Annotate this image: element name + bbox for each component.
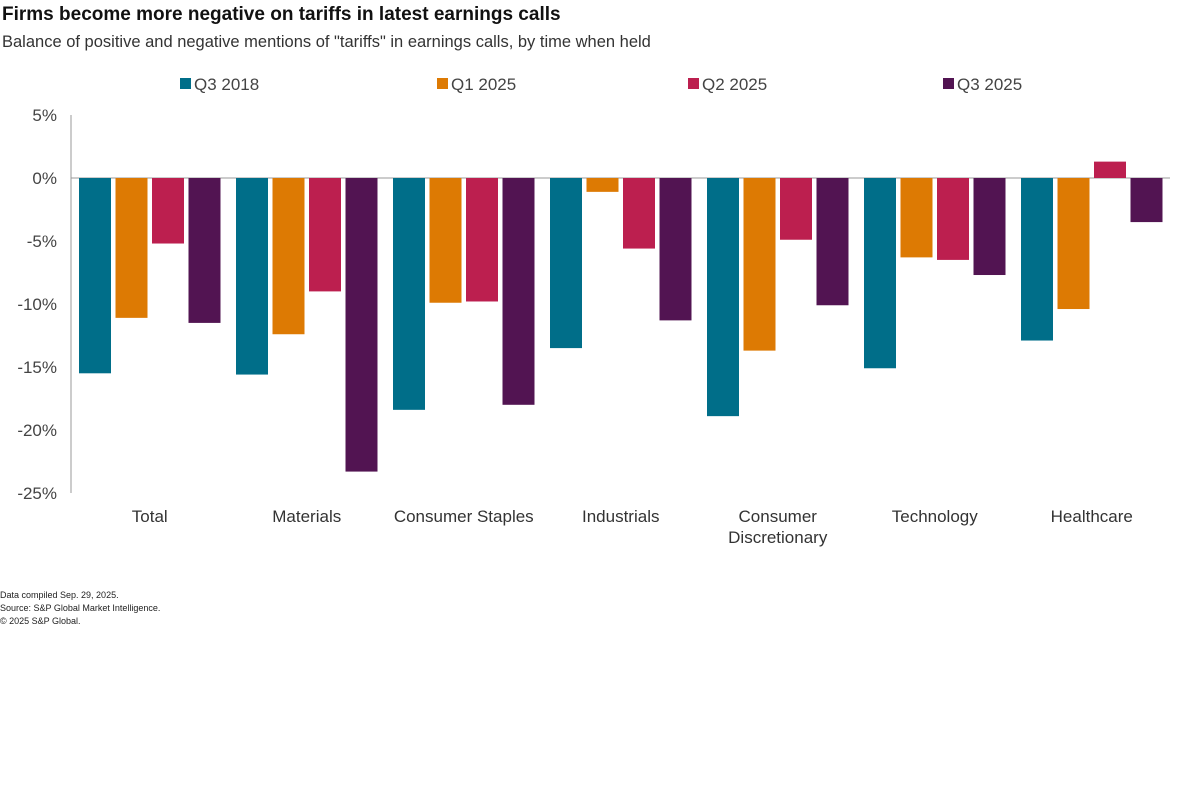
bar-q3-2018 (864, 178, 896, 369)
bar-q3-2025 (816, 178, 849, 306)
bar-q1-2025 (743, 178, 776, 351)
footnote-compiled: Data compiled Sep. 29, 2025. (0, 590, 119, 600)
x-tick-label: Consumer Discretionary (728, 507, 828, 547)
y-tick-label: -5% (27, 232, 57, 251)
x-tick-label: Industrials (582, 507, 659, 526)
legend-swatch (180, 78, 191, 89)
y-tick-label: 5% (32, 106, 57, 125)
legend-label: Q3 2018 (194, 75, 259, 94)
bar-q3-2025 (973, 178, 1006, 276)
legend-swatch (437, 78, 448, 89)
y-tick-label: -25% (17, 484, 57, 503)
bar-q3-2018 (1021, 178, 1053, 341)
bar-q3-2018 (707, 178, 739, 417)
y-tick-label: -15% (17, 358, 57, 377)
x-tick-label: Healthcare (1051, 507, 1133, 526)
footnote-source: Source: S&P Global Market Intelligence. (0, 603, 161, 613)
bar-q2-2025 (309, 178, 341, 292)
bar-q3-2025 (1130, 178, 1163, 223)
bar-q2-2025 (937, 178, 969, 260)
legend-label: Q2 2025 (702, 75, 767, 94)
bar-q3-2018 (550, 178, 582, 349)
bar-q3-2025 (502, 178, 535, 405)
bar-q2-2025 (466, 178, 498, 302)
bar-q2-2025 (152, 178, 184, 244)
x-tick-label: Materials (272, 507, 341, 526)
bar-q3-2025 (188, 178, 221, 323)
bar-q3-2025 (659, 178, 692, 321)
bar-q3-2018 (236, 178, 268, 375)
bar-q2-2025 (623, 178, 655, 249)
chart-title: Firms become more negative on tariffs in… (2, 4, 561, 25)
bar-chart: 5% 0% -5% -10% -15% -20% -25% Total Materials Con… (17, 75, 1170, 547)
bar-q3-2025 (345, 178, 378, 472)
y-tick-label: -20% (17, 421, 57, 440)
bar-q3-2018 (79, 178, 111, 374)
y-tick-label: 0% (32, 169, 57, 188)
legend-swatch (688, 78, 699, 89)
bar-q1-2025 (900, 178, 933, 258)
bar-q2-2025 (780, 178, 812, 240)
x-tick-label: Technology (892, 507, 979, 526)
legend-label: Q3 2025 (957, 75, 1022, 94)
bar-q1-2025 (429, 178, 462, 303)
x-tick-label: Consumer Staples (394, 507, 534, 526)
bar-q3-2018 (393, 178, 425, 410)
chart-subtitle: Balance of positive and negative mention… (2, 33, 651, 51)
legend-swatch (943, 78, 954, 89)
footnote-copyright: © 2025 S&P Global. (0, 616, 81, 626)
bar-q2-2025 (1094, 161, 1126, 178)
bar-q1-2025 (272, 178, 305, 335)
bar-q1-2025 (586, 178, 619, 192)
y-tick-label: -10% (17, 295, 57, 314)
bar-q1-2025 (1057, 178, 1090, 310)
bar-q1-2025 (115, 178, 148, 318)
legend-label: Q1 2025 (451, 75, 516, 94)
x-tick-label: Total (132, 507, 168, 526)
